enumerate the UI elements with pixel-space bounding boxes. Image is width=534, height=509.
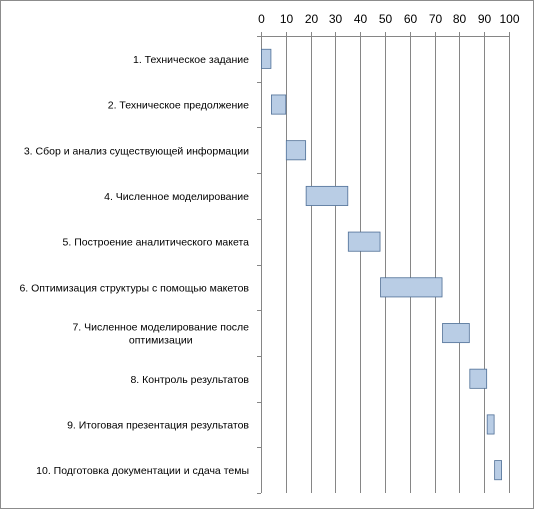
category-label-8: 8. Контроль результатов [130, 374, 249, 386]
x-tick-label-10: 10 [280, 12, 294, 26]
x-tick-label-40: 40 [354, 12, 368, 26]
task-bar-10 [494, 460, 502, 481]
category-label-6: 6. Оптимизация структуры с помощью макет… [19, 282, 249, 294]
x-tick-label-100: 100 [499, 12, 519, 26]
category-label-10: 10. Подготовка документации и сдача темы [36, 465, 249, 477]
x-tick-label-0: 0 [258, 12, 265, 26]
task-bar-4 [305, 185, 349, 206]
x-axis: 0 10 20 30 40 50 60 70 80 90 100 [257, 12, 520, 494]
task-bar-1 [261, 48, 272, 69]
category-label-7-line-2: оптимизации [129, 335, 193, 347]
task-bar-3 [285, 140, 307, 161]
task-bar-6 [380, 277, 443, 298]
category-label-9: 9. Итоговая презентация результатов [67, 419, 249, 431]
category-label-3: 3. Сбор и анализ существующей информации [24, 145, 249, 157]
task-bar-9 [486, 414, 495, 435]
bars [261, 48, 502, 481]
x-tick-label-60: 60 [404, 12, 418, 26]
task-bar-8 [469, 368, 488, 389]
x-tick-label-80: 80 [453, 12, 467, 26]
x-tick-label-20: 20 [305, 12, 319, 26]
category-label-2: 2. Техническое предолжение [108, 100, 249, 112]
category-label-4: 4. Численное моделирование [104, 191, 249, 203]
task-bar-5 [347, 231, 381, 252]
category-label-1: 1. Техническое задание [133, 54, 249, 66]
x-tick-label-70: 70 [429, 12, 443, 26]
x-tick-label-90: 90 [478, 12, 492, 26]
task-bar-2 [271, 94, 287, 115]
x-tick-label-50: 50 [379, 12, 393, 26]
category-labels: 1. Техническое задание 2. Техническое пре… [19, 54, 249, 477]
task-bar-7 [442, 323, 470, 344]
category-label-5: 5. Построение аналитического макета [63, 237, 250, 249]
x-tick-label-30: 30 [329, 12, 343, 26]
category-label-7-line-1: 7. Численное моделирование после [72, 322, 249, 334]
gridlines [286, 36, 510, 493]
category-label-7: 7. Численное моделирование послеоптимиза… [72, 322, 249, 347]
